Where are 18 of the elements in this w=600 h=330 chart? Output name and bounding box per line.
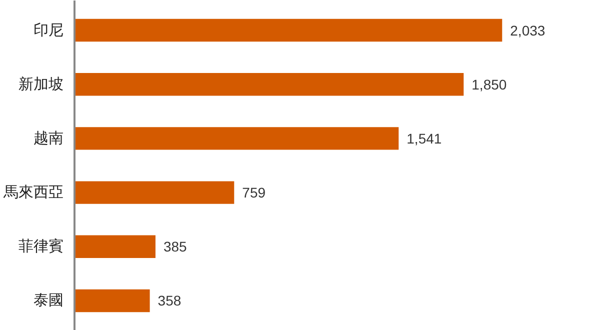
y-tick-label: 馬來西亞: [2, 184, 64, 202]
bar: [74, 72, 464, 96]
data-label: 1,850: [472, 76, 507, 92]
data-label: 1,541: [406, 130, 442, 146]
y-tick-label: 越南: [34, 130, 64, 147]
bar: [74, 181, 234, 204]
bar: [74, 18, 502, 42]
bar: [74, 127, 399, 150]
data-label: 2,033: [510, 22, 546, 38]
bar: [74, 289, 150, 312]
y-tick-label: 菲律賓: [18, 238, 64, 256]
data-label: 759: [242, 184, 266, 201]
data-label: 385: [163, 238, 188, 255]
y-tick-label: 印尼: [34, 22, 64, 39]
y-tick-label: 泰國: [34, 292, 64, 310]
y-tick-label: 新加坡: [18, 76, 64, 93]
data-label: 358: [158, 292, 182, 309]
bar: [74, 235, 156, 258]
